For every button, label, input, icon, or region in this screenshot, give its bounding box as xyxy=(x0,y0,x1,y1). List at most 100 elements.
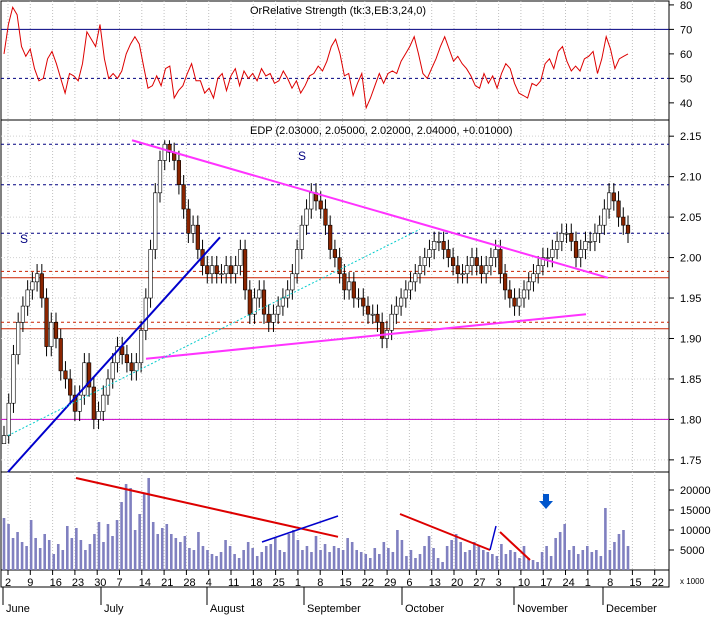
x-month-label: September xyxy=(307,603,361,615)
volume-bar xyxy=(486,552,490,570)
price-trendline-2 xyxy=(7,236,221,473)
volume-bar xyxy=(626,546,630,570)
volume-bar xyxy=(260,552,264,570)
candle-body xyxy=(342,273,347,291)
volume-bar xyxy=(201,546,205,570)
volume-trendline-1 xyxy=(261,515,339,543)
volume-bar xyxy=(604,508,607,570)
volume-bar xyxy=(179,542,182,570)
x-tick-label: 17 xyxy=(540,577,552,589)
candle-body xyxy=(602,208,607,226)
volume-bar xyxy=(586,546,589,570)
candle-body xyxy=(616,200,621,218)
price-text-mark: S xyxy=(20,232,28,246)
candle-body xyxy=(460,273,465,276)
candle-body xyxy=(153,192,158,250)
rs-panel-title: OrRelative Strength (tk:3,EB:3,24,0) xyxy=(250,5,426,17)
price-text-mark: S xyxy=(298,149,306,163)
volume-bar xyxy=(314,536,318,570)
volume-bar xyxy=(622,530,625,570)
x-tick-label: 15 xyxy=(629,577,641,589)
volume-tick-label: 5000 xyxy=(680,545,704,557)
candle-body xyxy=(531,273,536,283)
candle-body xyxy=(285,289,290,299)
candle-body xyxy=(77,394,82,412)
candle-body xyxy=(346,281,352,291)
candle-body xyxy=(96,411,101,420)
volume-bar xyxy=(151,522,155,570)
candle-body xyxy=(479,265,484,275)
volume-bar xyxy=(7,524,10,570)
candle-body xyxy=(361,297,366,307)
volume-bar xyxy=(174,538,178,570)
candle-body xyxy=(247,289,252,315)
x-month-label: November xyxy=(517,603,568,615)
candle-body xyxy=(134,362,139,372)
x-tick-label: 2 xyxy=(5,577,11,589)
volume-unit-label: x 1000 xyxy=(680,577,705,586)
volume-bar xyxy=(590,552,594,570)
price-tick-label: 2.00 xyxy=(680,253,701,265)
candle-body xyxy=(398,297,404,307)
volume-bar xyxy=(88,544,92,570)
candle-body xyxy=(455,265,460,275)
volume-bar xyxy=(350,542,354,570)
x-tick-label: 22 xyxy=(362,577,374,589)
candle-body xyxy=(162,143,167,161)
candle-body xyxy=(540,257,546,266)
volume-bar xyxy=(43,534,46,570)
candle-body xyxy=(39,273,44,299)
candle-body xyxy=(380,321,385,339)
x-tick-label: 16 xyxy=(50,577,62,589)
candle-body xyxy=(611,192,616,202)
volume-bar xyxy=(296,540,300,570)
volume-bar xyxy=(558,532,562,570)
volume-bar xyxy=(138,514,141,570)
volume-bar xyxy=(482,550,485,570)
x-tick-label: 24 xyxy=(563,577,575,589)
volume-bar xyxy=(500,544,503,570)
volume-trendline-2 xyxy=(399,513,491,551)
candle-body xyxy=(224,265,229,275)
x-tick-label: 6 xyxy=(406,577,412,589)
volume-bar xyxy=(617,534,621,570)
volume-bar xyxy=(454,534,458,570)
volume-bar xyxy=(242,550,245,570)
volume-bar xyxy=(391,552,395,570)
volume-bar xyxy=(445,546,449,570)
volume-bar xyxy=(436,558,440,570)
candle-body xyxy=(550,249,555,258)
volume-bar xyxy=(210,554,214,570)
x-tick-label: 4 xyxy=(206,577,212,589)
x-tick-label: 22 xyxy=(652,577,664,589)
candle-body xyxy=(68,378,73,396)
volume-bar xyxy=(20,542,24,570)
price-tick-label: 1.90 xyxy=(680,333,701,345)
volume-bar xyxy=(133,530,137,570)
x-tick-label: 28 xyxy=(183,577,195,589)
volume-bar xyxy=(287,534,291,570)
candle-body xyxy=(318,200,323,210)
volume-bar xyxy=(513,552,517,570)
volume-bar xyxy=(423,546,426,570)
candle-body xyxy=(606,192,612,210)
candle-body xyxy=(498,249,503,275)
volume-bar xyxy=(292,530,295,570)
volume-bar xyxy=(432,548,435,570)
volume-trendline-0 xyxy=(75,477,339,538)
candle-body xyxy=(49,321,54,347)
x-tick-label: 30 xyxy=(94,577,106,589)
volume-bar xyxy=(228,546,232,570)
volume-bar xyxy=(396,530,399,570)
candle-body xyxy=(446,249,451,258)
volume-bar xyxy=(400,540,404,570)
candle-body xyxy=(205,265,210,275)
volume-tick-label: 20000 xyxy=(680,485,711,497)
volume-bar xyxy=(531,560,535,570)
candle-body xyxy=(209,265,215,275)
x-tick-label: 23 xyxy=(72,577,84,589)
volume-bar xyxy=(255,556,259,570)
volume-bar xyxy=(2,518,6,570)
volume-bar xyxy=(563,524,566,570)
x-tick-label: 11 xyxy=(228,577,239,589)
